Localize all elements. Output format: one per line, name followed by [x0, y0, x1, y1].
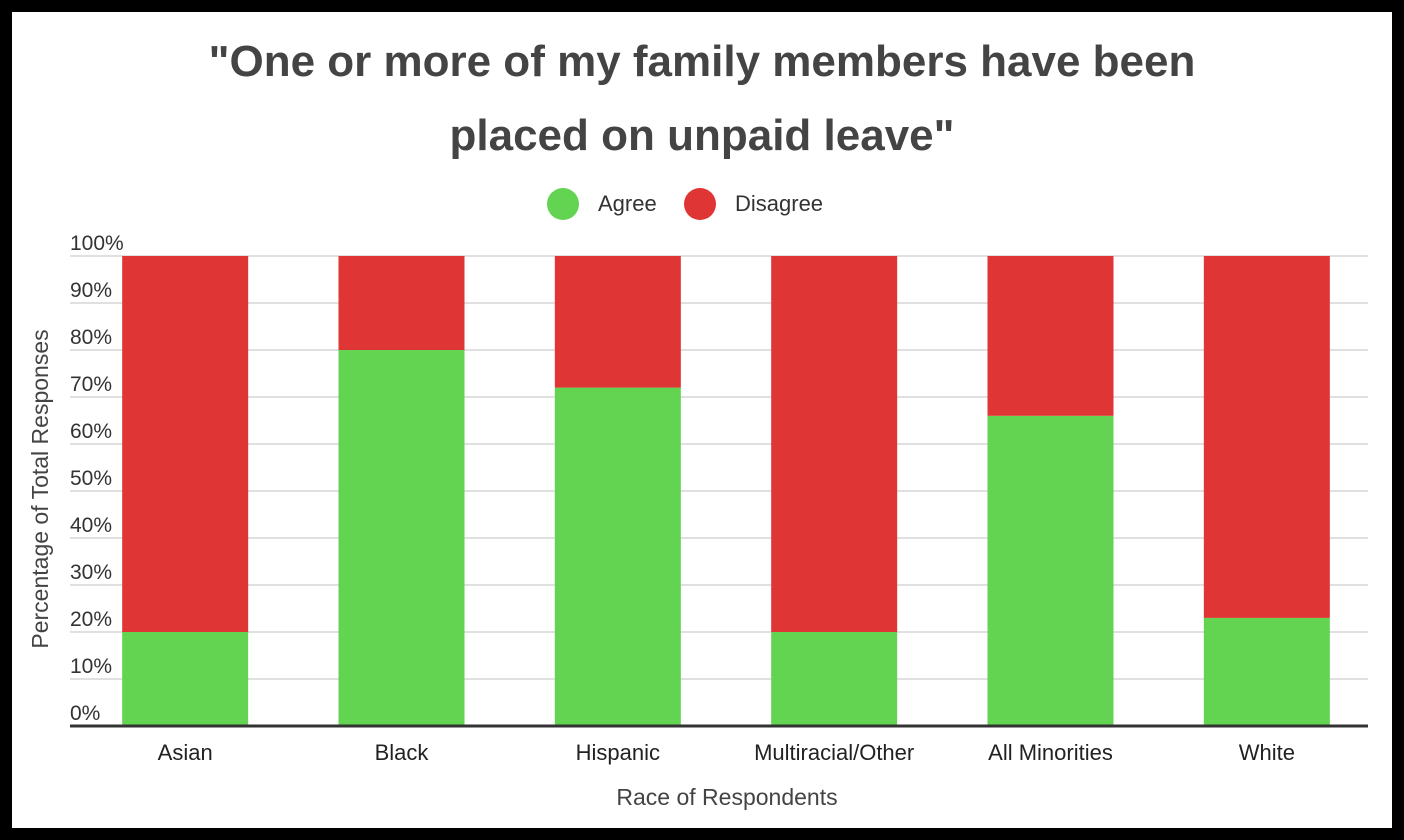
- bar-disagree-hispanic: [554, 256, 681, 388]
- bar-agree-asian: [122, 632, 249, 726]
- gridlines: [70, 255, 1368, 680]
- x-category-label: White: [1239, 740, 1295, 765]
- bar-disagree-white: [1203, 256, 1330, 618]
- legend-label-agree: Agree: [598, 191, 657, 216]
- bar-agree-black: [338, 350, 465, 726]
- y-tick-label: 10%: [70, 655, 112, 678]
- bar-disagree-asian: [122, 256, 249, 632]
- x-category-label: Hispanic: [576, 740, 660, 765]
- chart-title-line-1: "One or more of my family members have b…: [209, 37, 1196, 86]
- x-category-label: All Minorities: [988, 740, 1113, 765]
- bar-agree-hispanic: [554, 387, 681, 726]
- bar-agree-white: [1203, 617, 1330, 726]
- bars: [122, 256, 1330, 726]
- bar-agree-multiracial-other: [771, 632, 898, 726]
- legend-swatch-disagree: [684, 188, 716, 220]
- x-axis-categories: Asian Black Hispanic Multiracial/Other All M…: [158, 740, 1295, 765]
- y-tick-label: 80%: [70, 326, 112, 349]
- y-tick-label: 60%: [70, 420, 112, 443]
- y-axis-ticks: 0% 10% 20% 30% 40% 50% 60% 70% 80% 90% 100%: [70, 232, 124, 725]
- chart-frame: "One or more of my family members have b…: [12, 12, 1392, 828]
- legend: Agree Disagree: [547, 188, 823, 220]
- x-axis-title: Race of Respondents: [616, 784, 837, 810]
- x-category-label: Multiracial/Other: [754, 740, 914, 765]
- bar-disagree-black: [338, 256, 465, 350]
- y-tick-label: 30%: [70, 561, 112, 584]
- y-tick-label: 70%: [70, 373, 112, 396]
- bar-agree-all-minorities: [987, 415, 1114, 726]
- x-category-label: Asian: [158, 740, 213, 765]
- y-tick-label: 0%: [70, 702, 100, 725]
- legend-swatch-agree: [547, 188, 579, 220]
- legend-label-disagree: Disagree: [735, 191, 823, 216]
- y-tick-label: 40%: [70, 514, 112, 537]
- y-axis-title: Percentage of Total Responses: [27, 329, 53, 648]
- y-tick-label: 100%: [70, 232, 124, 255]
- bar-disagree-multiracial-other: [771, 256, 898, 632]
- bar-disagree-all-minorities: [987, 256, 1114, 416]
- chart: "One or more of my family members have b…: [27, 37, 1368, 810]
- y-tick-label: 20%: [70, 608, 112, 631]
- y-tick-label: 50%: [70, 467, 112, 490]
- chart-title-line-2: placed on unpaid leave": [450, 111, 955, 160]
- y-tick-label: 90%: [70, 279, 112, 302]
- x-category-label: Black: [375, 740, 430, 765]
